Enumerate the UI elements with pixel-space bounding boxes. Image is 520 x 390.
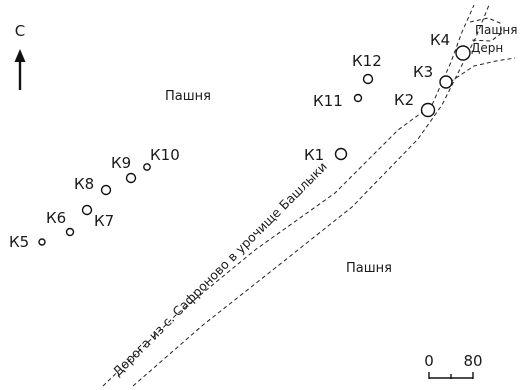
kurgan-k3-marker	[439, 75, 453, 89]
kurgan-k7-label: К7	[94, 212, 114, 230]
kurgan-k5-label: К5	[9, 233, 29, 251]
kurgan-k10-label: К10	[150, 146, 180, 164]
north-arrow	[14, 49, 26, 90]
road-left-edge	[102, 4, 475, 387]
kurgan-k11-marker	[353, 93, 363, 103]
field-label-northeast: Пашня	[475, 23, 517, 37]
kurgan-k11-label: К11	[313, 92, 343, 110]
kurgan-k1-marker	[334, 147, 348, 161]
kurgan-k10-marker	[143, 163, 151, 171]
sod-label: Дерн	[471, 41, 503, 55]
kurgan-k2-marker	[420, 102, 436, 118]
kurgan-k6-marker	[65, 227, 75, 237]
scale-start-label: 0	[424, 352, 434, 370]
kurgan-k4-marker	[455, 45, 471, 61]
scale-end-label: 80	[463, 352, 482, 370]
kurgan-k9-label: К9	[111, 154, 131, 172]
kurgan-k4-label: К4	[430, 31, 450, 49]
kurgan-k3-label: К3	[413, 63, 433, 81]
kurgan-k9-marker	[125, 172, 137, 184]
kurgan-k12-marker	[362, 73, 374, 85]
scale-bar	[428, 372, 474, 379]
kurgan-k1-label: К1	[304, 146, 324, 164]
field-label-west: Пашня	[165, 89, 211, 104]
kurgan-k7-marker	[81, 204, 93, 216]
field-label-south: Пашня	[346, 261, 392, 276]
kurgan-k6-label: К6	[46, 209, 66, 227]
branch-track	[449, 57, 516, 83]
kurgan-k2-label: К2	[394, 91, 414, 109]
kurgan-k5-marker	[38, 238, 46, 246]
road-label: Дорога из с. Сафроново в урочище Башлыки	[110, 159, 330, 379]
kurgan-k8-marker	[100, 184, 112, 196]
kurgan-k8-label: К8	[74, 175, 94, 193]
road-right-edge	[132, 4, 490, 387]
kurgan-k12-label: К12	[352, 52, 382, 70]
north-label: С	[15, 22, 25, 40]
field-boundary	[469, 17, 503, 42]
